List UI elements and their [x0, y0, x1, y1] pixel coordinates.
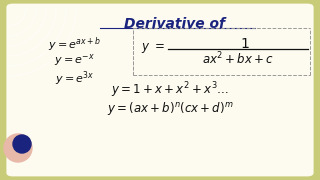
Circle shape: [4, 134, 32, 162]
Text: $y = e^{3x}$: $y = e^{3x}$: [55, 69, 95, 88]
Text: $y = (ax + b)^n(cx + d)^m$: $y = (ax + b)^n(cx + d)^m$: [107, 100, 233, 117]
Text: $y\ =\ $: $y\ =\ $: [141, 41, 165, 55]
Text: $ax^2 + bx + c$: $ax^2 + bx + c$: [202, 51, 274, 68]
Circle shape: [13, 135, 31, 153]
Text: $y = e^{ax+b}$: $y = e^{ax+b}$: [48, 35, 102, 54]
Text: Derivative of: Derivative of: [124, 17, 226, 31]
Text: $1$: $1$: [240, 37, 250, 51]
Text: $y = 1 + x + x^2 + x^3 \ldots$: $y = 1 + x + x^2 + x^3 \ldots$: [111, 80, 229, 100]
Text: $y = e^{-x}$: $y = e^{-x}$: [54, 52, 95, 68]
